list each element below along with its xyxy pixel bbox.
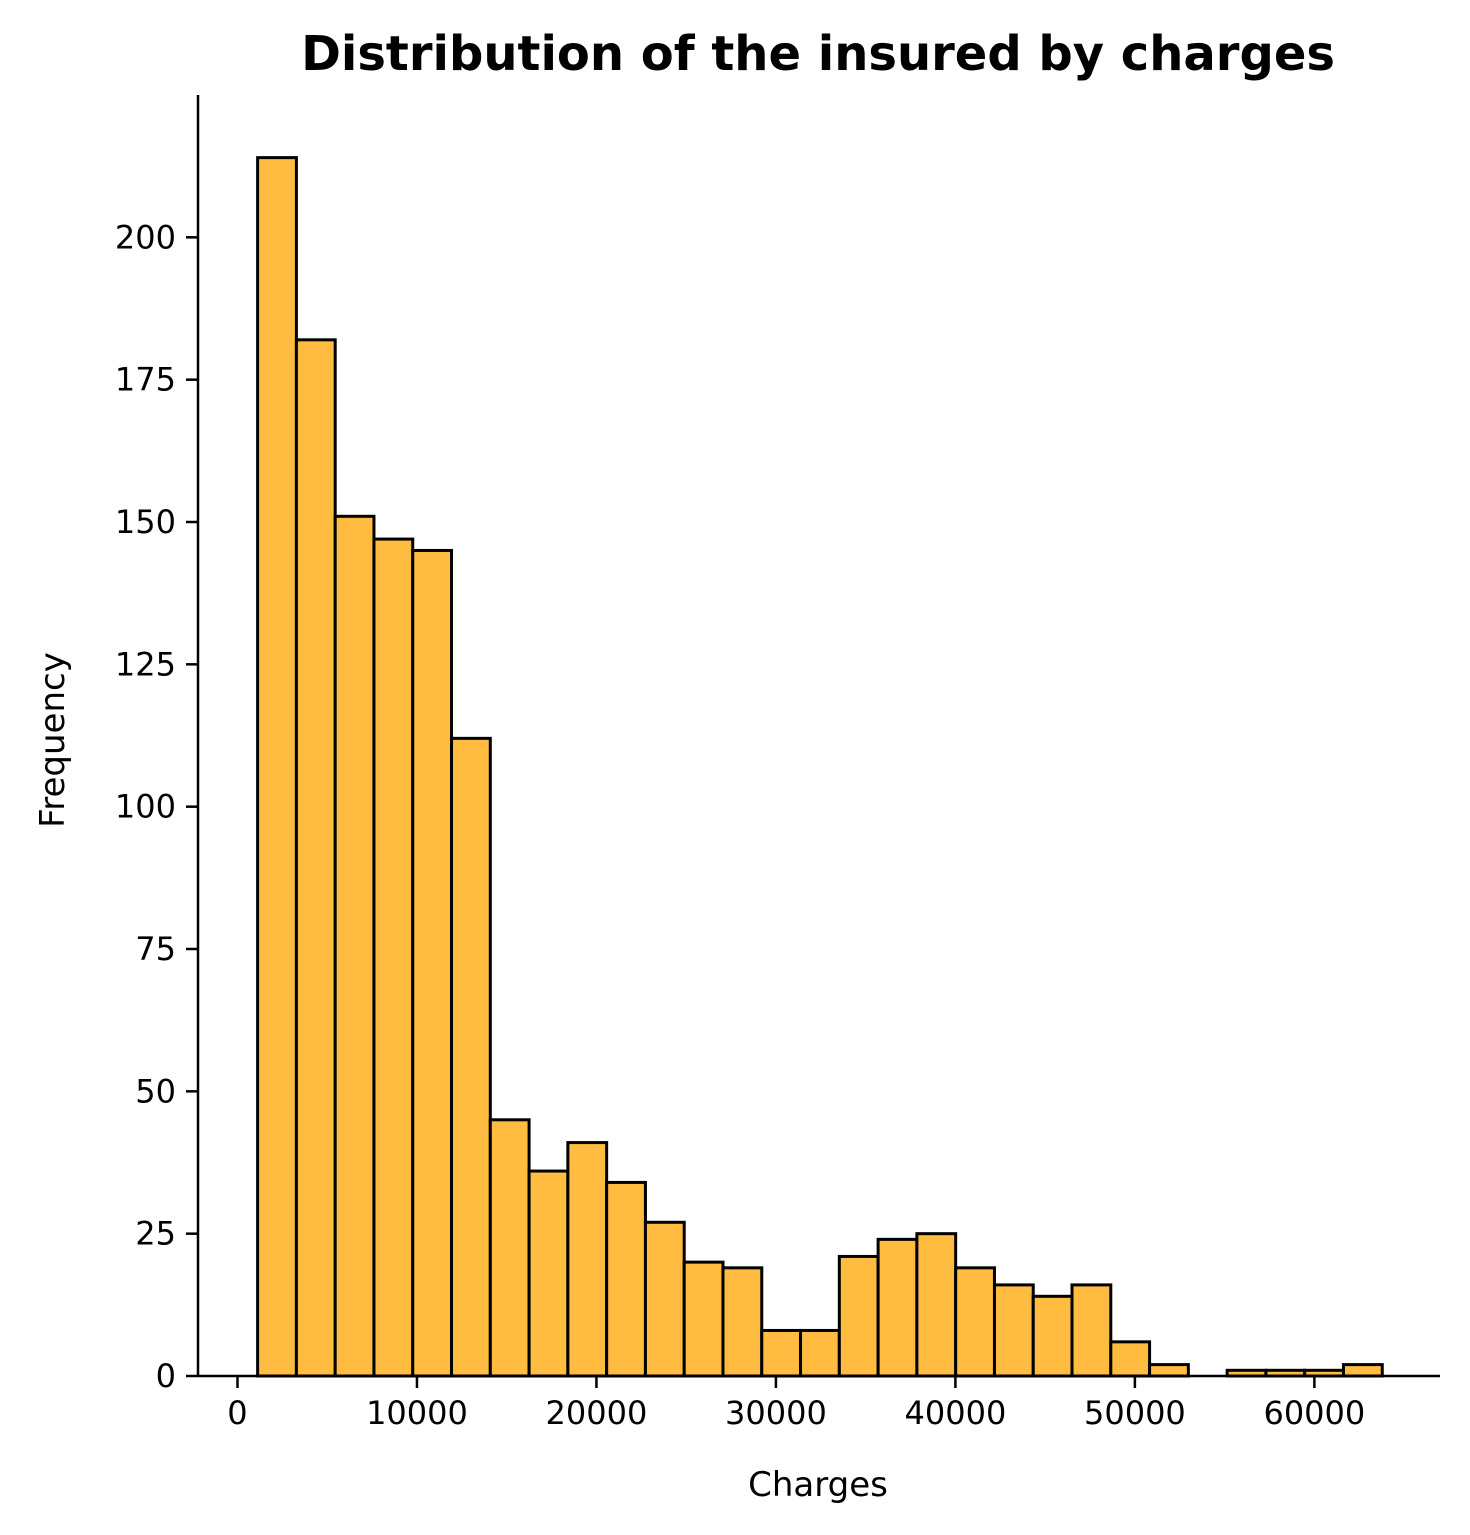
histogram-bar bbox=[1341, 1363, 1384, 1378]
histogram-bar bbox=[411, 548, 454, 1378]
histogram-bar bbox=[1070, 1283, 1113, 1378]
histogram-bar bbox=[372, 537, 415, 1378]
x-tick-label: 50000 bbox=[1084, 1394, 1186, 1432]
histogram-bar bbox=[915, 1232, 958, 1378]
bars-group bbox=[256, 156, 1384, 1378]
histogram-bar bbox=[294, 338, 337, 1378]
histogram-bar bbox=[527, 1169, 570, 1378]
y-tick-label: 100 bbox=[115, 788, 176, 826]
y-tick-label: 50 bbox=[135, 1072, 176, 1110]
x-tick-label: 40000 bbox=[905, 1394, 1007, 1432]
histogram-bar bbox=[566, 1141, 609, 1378]
histogram-bar bbox=[1148, 1363, 1190, 1378]
y-axis-label: Frequency bbox=[33, 652, 73, 828]
x-ticks-group: 0 10000 20000 30000 40000 50000 60000 bbox=[227, 1376, 1365, 1432]
histogram-bar bbox=[837, 1254, 880, 1378]
histogram-bar bbox=[605, 1180, 647, 1378]
histogram-bar bbox=[799, 1328, 841, 1378]
y-tick-label: 150 bbox=[115, 503, 176, 541]
y-tick-label: 125 bbox=[115, 645, 176, 683]
histogram-bar bbox=[760, 1328, 803, 1378]
x-tick-label: 20000 bbox=[546, 1394, 648, 1432]
x-tick-label: 0 bbox=[227, 1394, 247, 1432]
y-tick-label: 0 bbox=[156, 1357, 176, 1395]
y-tick-label: 200 bbox=[115, 218, 176, 256]
histogram-bar bbox=[450, 736, 492, 1378]
x-axis-label: Charges bbox=[748, 1465, 888, 1505]
histogram-bar bbox=[682, 1260, 725, 1378]
x-tick-label: 60000 bbox=[1263, 1394, 1365, 1432]
histogram-bar bbox=[721, 1266, 764, 1378]
histogram-bar bbox=[1031, 1294, 1074, 1378]
y-tick-label: 175 bbox=[115, 361, 176, 399]
x-tick-label: 10000 bbox=[366, 1394, 468, 1432]
histogram-bar bbox=[1109, 1340, 1152, 1378]
histogram-bar bbox=[488, 1118, 531, 1378]
histogram-bar bbox=[954, 1266, 996, 1378]
chart-title: Distribution of the insured by charges bbox=[301, 26, 1335, 82]
y-ticks-group: 0 25 50 75 100 125 150 175 200 bbox=[115, 218, 198, 1395]
histogram-bar bbox=[333, 514, 376, 1378]
histogram-bar bbox=[643, 1220, 686, 1378]
x-tick-label: 30000 bbox=[725, 1394, 827, 1432]
histogram-bar bbox=[992, 1283, 1035, 1378]
y-tick-label: 75 bbox=[135, 930, 176, 968]
histogram-bar bbox=[876, 1237, 919, 1378]
histogram-bar bbox=[256, 156, 298, 1378]
y-tick-label: 25 bbox=[135, 1215, 176, 1253]
